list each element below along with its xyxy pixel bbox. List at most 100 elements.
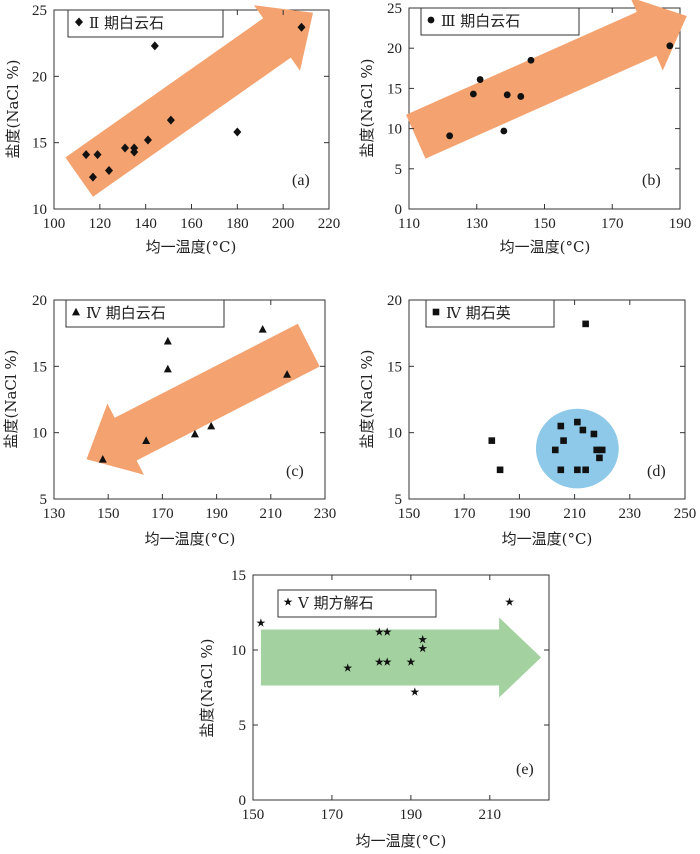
legend-label: Ⅴ 期方解石 (297, 594, 374, 612)
x-tick-label: 250 (674, 506, 697, 522)
x-tick-label: 210 (260, 506, 283, 522)
plot-frame (252, 574, 550, 801)
data-point (258, 324, 267, 333)
x-tick-label: 130 (43, 506, 66, 522)
data-point (410, 687, 420, 696)
y-axis-label: 盐度(NaCl %) (358, 349, 376, 448)
legend-marker (432, 308, 440, 316)
y-tick-label: 15 (32, 136, 47, 152)
data-point (163, 364, 172, 373)
panel-tag: (d) (647, 463, 666, 480)
y-axis-label: 盐度(NaCl %) (358, 58, 376, 157)
y-tick-label: 5 (239, 718, 247, 734)
x-tick-label: 190 (205, 506, 228, 522)
panel-a: 100 120 140 160 180 200 220 10 15 20 25 Ⅱ 期白云石 (a… (4, 3, 340, 256)
x-tick-label: 220 (318, 216, 341, 232)
trend-arrow-shape (86, 323, 320, 475)
legend: Ⅴ 期方解石 (277, 589, 437, 618)
legend-box (277, 589, 437, 618)
y-tick-label: 10 (32, 202, 47, 218)
data-point (503, 91, 511, 99)
x-tick-label: 150 (242, 807, 265, 823)
legend: Ⅲ 期白云石 (420, 7, 580, 36)
data-point (505, 597, 514, 606)
y-tick-label: 20 (32, 69, 47, 85)
legend: Ⅳ 期石英 (425, 299, 555, 328)
trend-arrow (260, 617, 542, 698)
x-tick-label: 190 (400, 807, 423, 823)
data-point (496, 466, 504, 474)
y-tick-label: 15 (387, 81, 402, 97)
y-tick-label: 25 (32, 3, 47, 19)
y-tick-label: 5 (40, 492, 48, 508)
y-tick-label: 5 (395, 162, 403, 178)
x-tick-label: 230 (619, 506, 642, 522)
x-tick-labels: 150 170 190 210 (242, 807, 501, 823)
x-tick-label: 230 (314, 506, 337, 522)
y-tick-label: 15 (32, 359, 47, 375)
y-tick-labels: 10 15 20 25 (32, 3, 47, 218)
x-axis-label: 均一温度(°C) (502, 530, 593, 548)
y-tick-labels: 0 5 10 15 (231, 568, 246, 809)
legend-box (65, 299, 225, 328)
legend-label: Ⅳ 期石英 (446, 304, 511, 322)
x-tick-labels: 100 120 140 160 180 200 220 (43, 216, 341, 232)
y-tick-label: 10 (387, 426, 402, 442)
y-tick-label: 10 (32, 426, 47, 442)
y-tick-label: 5 (395, 492, 403, 508)
y-axis-label: 盐度(NaCl %) (2, 349, 20, 448)
data-point (579, 426, 587, 434)
y-tick-label: 20 (32, 293, 47, 309)
x-axis-label: 均一温度(°C) (356, 832, 447, 850)
data-point (590, 430, 598, 438)
cluster-ellipse (535, 408, 619, 489)
trend-arrow (406, 0, 687, 159)
data-point (163, 336, 172, 345)
legend: Ⅳ 期白云石 (65, 299, 225, 328)
x-tick-label: 110 (398, 216, 420, 232)
data-point (551, 446, 559, 454)
x-tick-label: 150 (533, 216, 556, 232)
trend-arrow-shape (406, 0, 687, 159)
axis-ticks (252, 574, 549, 801)
x-tick-label: 130 (466, 216, 489, 232)
data-point (557, 466, 565, 474)
x-tick-label: 170 (453, 506, 476, 522)
y-tick-label: 0 (239, 793, 247, 809)
x-tick-label: 170 (151, 506, 174, 522)
data-point (469, 90, 477, 98)
data-point (488, 437, 496, 444)
x-tick-labels: 130 150 170 190 210 230 (43, 506, 337, 522)
panel-tag: (a) (292, 172, 310, 189)
data-point (233, 127, 242, 137)
data-point (596, 454, 603, 462)
y-tick-labels: 5 10 15 20 (387, 293, 402, 508)
x-tick-label: 190 (669, 216, 692, 232)
y-tick-labels: 0 5 10 15 20 25 (387, 1, 402, 218)
x-tick-label: 100 (43, 216, 66, 232)
y-tick-label: 10 (231, 643, 246, 659)
y-axis-label: 盐度(NaCl %) (198, 638, 216, 737)
x-tick-label: 140 (134, 216, 157, 232)
x-tick-label: 180 (226, 216, 249, 232)
trend-arrow-shape (260, 617, 542, 698)
panel-b: 110 130 150 170 190 0 5 10 15 20 25 Ⅲ 期白云石 (b) 均一… (358, 0, 691, 256)
axis-ticks (408, 7, 681, 210)
x-tick-label: 170 (601, 216, 624, 232)
data-point (476, 76, 484, 83)
cluster-shape (535, 408, 619, 489)
x-tick-label: 210 (563, 506, 586, 522)
data-point (527, 56, 535, 64)
x-tick-label: 160 (180, 216, 203, 232)
panel-c: 130 150 170 190 210 230 5 10 15 20 Ⅳ 期白云石 (c) 均一… (2, 293, 336, 548)
y-tick-label: 25 (387, 1, 402, 17)
y-tick-label: 15 (231, 568, 246, 584)
legend-label: Ⅲ 期白云石 (441, 12, 520, 30)
data-point (150, 41, 159, 51)
data-point (560, 437, 567, 444)
legend-box (67, 9, 224, 38)
data-point (574, 418, 581, 426)
x-tick-labels: 150 170 190 210 230 250 (398, 506, 697, 522)
y-tick-label: 0 (395, 202, 403, 218)
